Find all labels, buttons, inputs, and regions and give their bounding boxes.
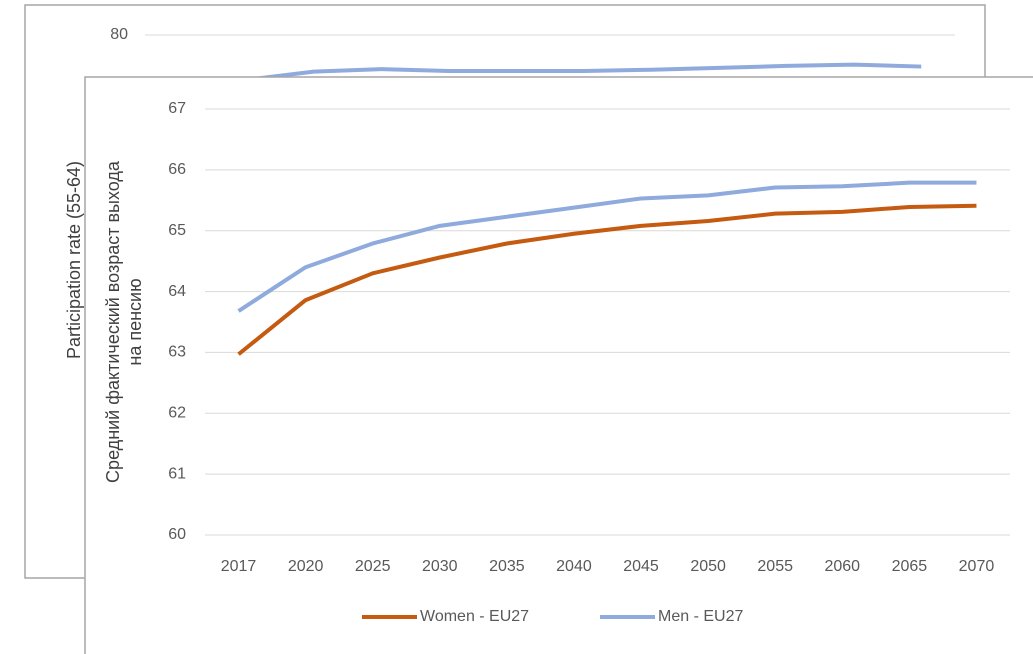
y-tick-label: 63 xyxy=(168,344,186,361)
y-tick-label: 64 xyxy=(168,283,186,300)
y-tick-label: 61 xyxy=(168,465,186,482)
series-line xyxy=(246,62,922,82)
x-tick-label: 2070 xyxy=(959,558,995,575)
x-tick-label: 2020 xyxy=(288,558,324,575)
x-tick-label: 2017 xyxy=(221,558,257,575)
x-tick-label: 2035 xyxy=(489,558,525,575)
series-line xyxy=(237,180,977,313)
x-tick-label: 2065 xyxy=(892,558,928,575)
x-tick-label: 2040 xyxy=(556,558,592,575)
y-tick-label: 80 xyxy=(110,26,128,43)
y-tick-label: 62 xyxy=(168,405,186,422)
x-tick-label: 2060 xyxy=(824,558,860,575)
legend-label: Men - EU27 xyxy=(658,608,743,625)
y-tick-label: 60 xyxy=(168,526,186,543)
y-axis-title-line: Средний фактический возраст выхода xyxy=(103,160,123,483)
x-tick-label: 2025 xyxy=(355,558,391,575)
y-axis-title: Participation rate (55-64) xyxy=(64,161,84,359)
y-tick-label: 66 xyxy=(168,161,186,178)
legend-label: Women - EU27 xyxy=(420,608,529,625)
y-tick-label: 65 xyxy=(168,222,186,239)
chart-frame xyxy=(84,76,1033,654)
y-axis-title-line: на пенсию xyxy=(125,278,145,365)
x-tick-label: 2055 xyxy=(757,558,793,575)
x-tick-label: 2030 xyxy=(422,558,458,575)
x-tick-label: 2045 xyxy=(623,558,659,575)
y-axis-title: Средний фактический возраст выхода на пен… xyxy=(103,160,145,483)
series-line xyxy=(237,203,977,356)
x-tick-label: 2050 xyxy=(690,558,726,575)
y-tick-label: 67 xyxy=(168,100,186,117)
